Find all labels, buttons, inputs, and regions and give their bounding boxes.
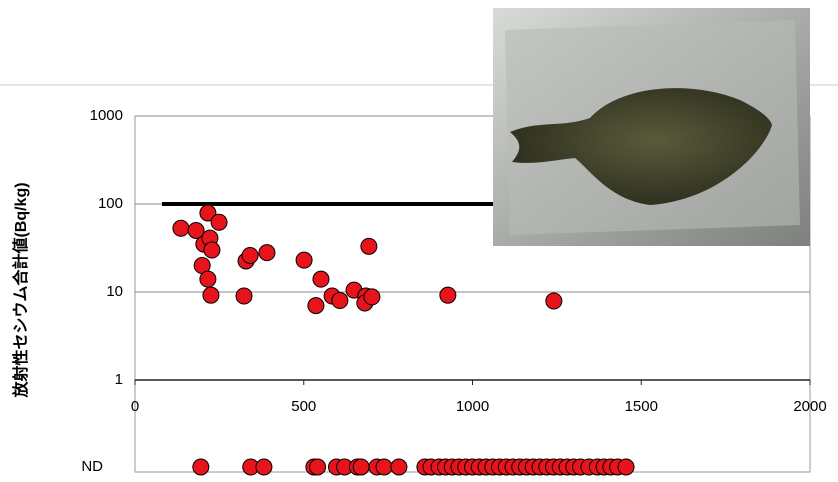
data-point [203,241,221,259]
nd-point [309,458,327,476]
data-point [199,270,217,288]
y-axis-title: 放射性セシウム合計値(Bq/kg) [11,182,30,398]
x-tick-label: 1000 [456,398,489,415]
data-point [210,213,228,231]
nd-point [617,458,635,476]
nd-point [255,458,273,476]
y-tick-label: 100 [98,195,123,212]
nd-point [390,458,408,476]
y-tick-label: 10 [106,283,123,300]
data-point [363,288,381,306]
data-point [199,204,217,222]
data-point [331,292,349,310]
data-point [202,286,220,304]
y-tick-label: 1000 [90,107,123,124]
data-point [545,292,563,310]
data-point [235,287,253,305]
x-tick-label: 0 [131,398,139,415]
nd-point [375,458,393,476]
fish [510,88,772,205]
nd-label: ND [81,458,103,475]
x-tick-label: 500 [291,398,316,415]
y-tick-label: 1 [115,371,123,388]
nd-point [192,458,210,476]
data-point [258,244,276,262]
data-point [307,297,325,315]
plot-area: 1 10 100 1000 0 500 1000 1500 2000 ND [81,107,827,476]
data-point [439,286,457,304]
data-point [312,270,330,288]
photo [493,8,810,246]
data-point [187,221,205,239]
data-point [295,251,313,269]
x-tick-label: 1500 [625,398,658,415]
data-point [241,246,259,264]
data-point [360,237,378,255]
data-point [172,219,190,237]
x-tick-label: 2000 [793,398,826,415]
nd-point [352,458,370,476]
